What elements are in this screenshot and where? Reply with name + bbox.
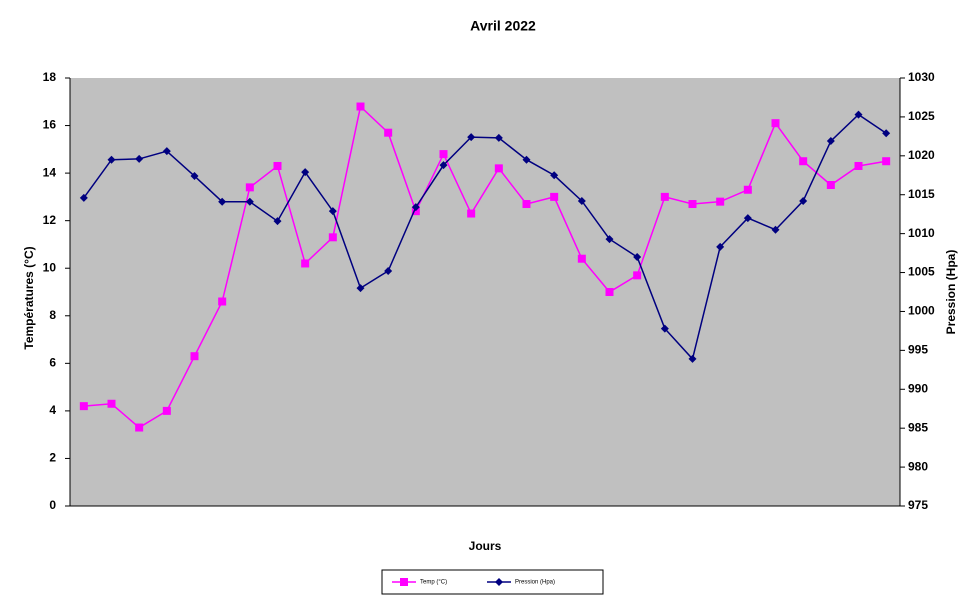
- data-point: [273, 161, 282, 170]
- data-point: [605, 288, 614, 296]
- y2-tick-label: 1030: [908, 70, 935, 84]
- y-tick-label: 6: [49, 356, 56, 370]
- data-point: [882, 157, 891, 166]
- data-point: [245, 183, 254, 192]
- data-point: [799, 196, 808, 205]
- data-point: [660, 324, 669, 333]
- data-point: [854, 110, 863, 119]
- data-point: [716, 242, 725, 251]
- chart-title: Avril 2022: [470, 18, 536, 34]
- data-point: [743, 185, 752, 194]
- y-tick-label: 16: [43, 118, 57, 132]
- series-line: [83, 105, 887, 429]
- data-point: [328, 233, 337, 242]
- y-tick-label: 12: [43, 213, 57, 227]
- y2-axis-label: Pression (Hpa): [944, 250, 958, 335]
- data-point: [771, 119, 780, 128]
- y-axis-label: Températures (°C): [22, 246, 36, 349]
- data-point: [467, 209, 476, 218]
- data-point: [854, 161, 863, 170]
- data-point: [882, 129, 891, 138]
- data-point: [245, 197, 254, 206]
- x-axis-label: Jours: [469, 539, 502, 553]
- data-point: [550, 171, 559, 180]
- y-tick-label: 2: [49, 451, 56, 465]
- data-point: [190, 172, 199, 181]
- data-point: [688, 354, 697, 363]
- data-point: [743, 214, 752, 223]
- y2-tick-label: 1020: [908, 148, 935, 162]
- data-point: [660, 192, 669, 201]
- y-tick-label: 18: [43, 70, 57, 84]
- y-tick-label: 10: [43, 260, 57, 274]
- data-point: [411, 203, 420, 212]
- data-point: [494, 133, 503, 142]
- y-tick-label: 4: [49, 403, 56, 417]
- data-point: [467, 133, 476, 142]
- data-point: [633, 271, 642, 280]
- y2-tick-label: 1005: [908, 265, 935, 279]
- data-point: [522, 200, 531, 209]
- data-point: [384, 128, 393, 137]
- data-point: [522, 155, 531, 164]
- data-point: [273, 217, 282, 226]
- data-point: [107, 399, 116, 408]
- data-point: [135, 423, 144, 432]
- data-point: [716, 197, 725, 206]
- data-point: [356, 102, 365, 111]
- data-point: [218, 297, 227, 306]
- data-point: [550, 192, 559, 201]
- data-point: [577, 254, 586, 263]
- y2-tick-label: 1000: [908, 304, 935, 318]
- y2-tick-label: 975: [908, 498, 928, 512]
- data-point: [135, 154, 144, 163]
- y-tick-label: 0: [49, 498, 56, 512]
- data-point: [439, 161, 448, 170]
- data-point: [79, 402, 88, 411]
- data-point: [301, 168, 310, 177]
- y2-tick-label: 990: [908, 381, 928, 395]
- data-point: [162, 147, 171, 156]
- data-point: [301, 259, 310, 268]
- y-tick-label: 8: [49, 308, 56, 322]
- data-point: [107, 155, 116, 164]
- data-point: [605, 235, 614, 244]
- plot-area: [70, 78, 900, 506]
- data-point: [356, 284, 365, 293]
- data-point: [771, 225, 780, 234]
- data-point: [190, 352, 199, 361]
- data-point: [162, 406, 171, 415]
- y2-tick-label: 1025: [908, 109, 935, 123]
- data-point: [218, 197, 227, 206]
- data-point: [79, 193, 88, 202]
- legend-label: Pression (Hpa): [515, 580, 555, 586]
- data-point: [384, 266, 393, 275]
- y2-tick-label: 1010: [908, 226, 935, 240]
- data-point: [826, 181, 835, 189]
- y2-tick-label: 980: [908, 459, 928, 473]
- data-point: [439, 150, 448, 159]
- series-line: [83, 113, 887, 361]
- legend-marker: [400, 578, 408, 586]
- legend-marker: [495, 578, 503, 586]
- y2-tick-label: 995: [908, 343, 928, 357]
- legend-label: Temp (°C): [420, 580, 447, 586]
- data-point: [633, 252, 642, 261]
- data-point: [799, 157, 808, 166]
- y2-tick-label: 985: [908, 420, 928, 434]
- y2-tick-label: 1015: [908, 187, 935, 201]
- y-tick-label: 14: [43, 165, 57, 179]
- data-point: [577, 196, 586, 205]
- data-point: [826, 137, 835, 146]
- data-point: [494, 164, 503, 173]
- data-point: [328, 207, 337, 216]
- data-point: [688, 200, 697, 209]
